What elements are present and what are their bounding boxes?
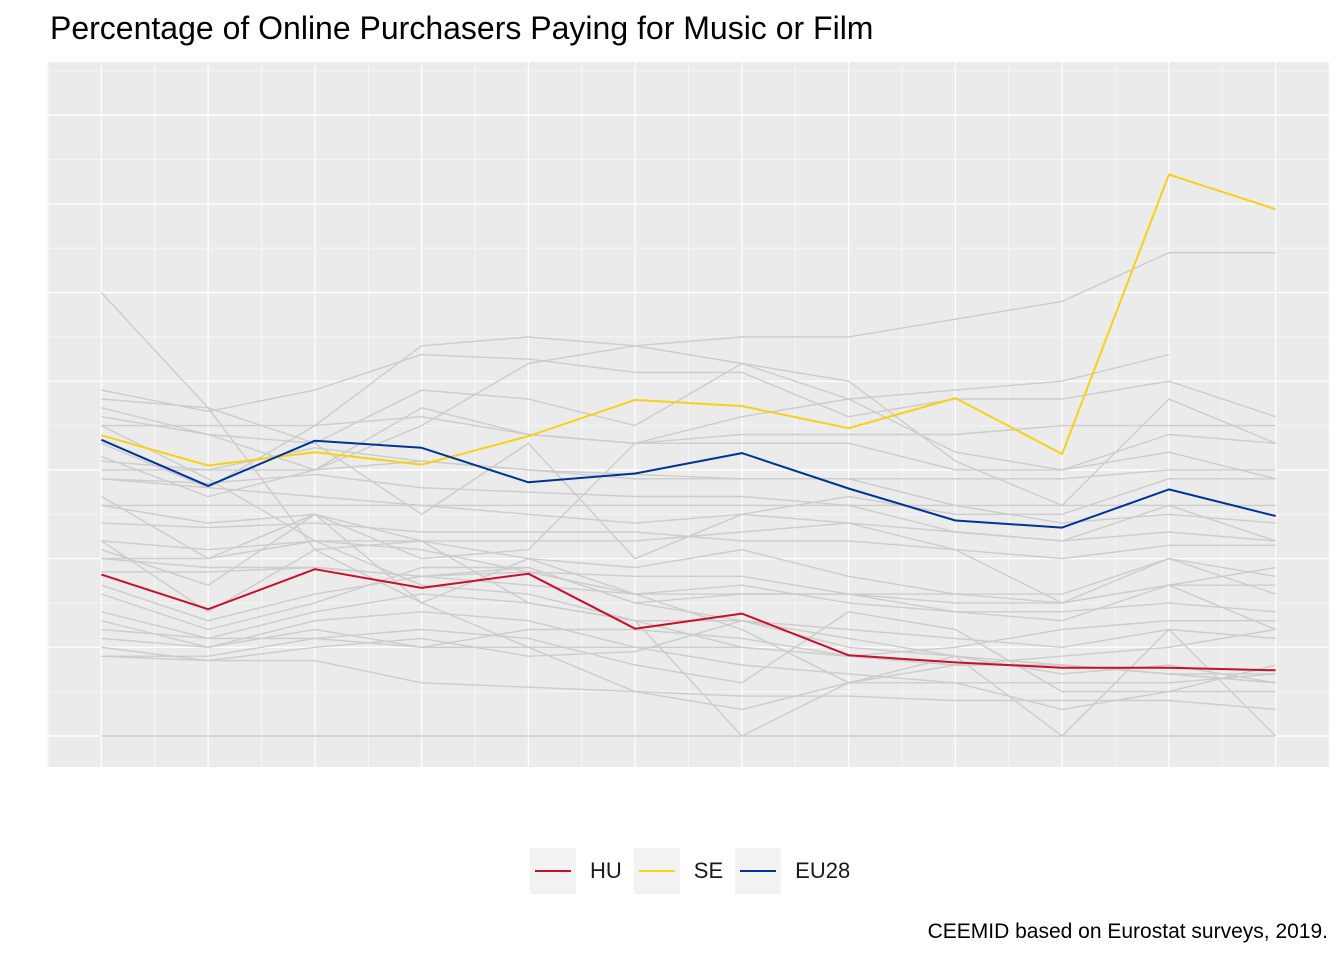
background-series-line	[101, 566, 1276, 631]
legend-label: SE	[693, 858, 724, 883]
background-series-line	[101, 336, 1276, 507]
background-series-line	[101, 611, 1276, 693]
background-series-line	[101, 655, 1276, 711]
grid-layer	[47, 62, 1330, 767]
legend-label: EU28	[795, 858, 851, 883]
background-series-line	[101, 353, 1170, 560]
background-series-line	[101, 540, 1276, 604]
background-series-line	[101, 460, 1276, 480]
chart-title: Percentage of Online Purchasers Paying f…	[50, 10, 874, 46]
legend-key	[735, 848, 782, 894]
background-series-line	[101, 522, 1276, 560]
legend-item-eu28: EU28	[735, 848, 850, 894]
background-series-line	[101, 353, 1276, 418]
background-series-line	[101, 557, 1276, 613]
legend-key	[530, 848, 576, 894]
legend-swatch	[638, 870, 675, 872]
background-series-line	[101, 611, 1276, 657]
background-series-layer	[100, 252, 1277, 737]
background-series-line	[101, 504, 1276, 595]
legend-key	[633, 848, 680, 894]
legend-item-hu: HU	[530, 848, 622, 894]
background-series-line	[101, 362, 1276, 480]
background-series-line	[101, 424, 1276, 675]
background-series-line	[101, 416, 1276, 444]
background-series-line	[101, 620, 1276, 684]
legend-swatch	[535, 870, 571, 872]
chart-caption: CEEMID based on Eurostat surveys, 2019.	[927, 920, 1328, 943]
background-series-line	[101, 252, 1276, 498]
legend: HU SE EU28	[530, 848, 862, 894]
series-line-hu	[101, 568, 1276, 672]
legend-item-se: SE	[633, 848, 724, 894]
highlight-series-layer	[101, 173, 1276, 672]
background-series-line	[101, 407, 1276, 471]
background-series-line	[101, 628, 1276, 684]
background-series-line	[101, 473, 1276, 542]
legend-swatch	[740, 870, 777, 872]
series-line-se	[101, 173, 1276, 467]
background-series-line	[101, 478, 1276, 524]
series-line-eu28	[101, 438, 1276, 529]
background-series-line	[101, 540, 1277, 737]
legend-label: HU	[590, 858, 622, 883]
